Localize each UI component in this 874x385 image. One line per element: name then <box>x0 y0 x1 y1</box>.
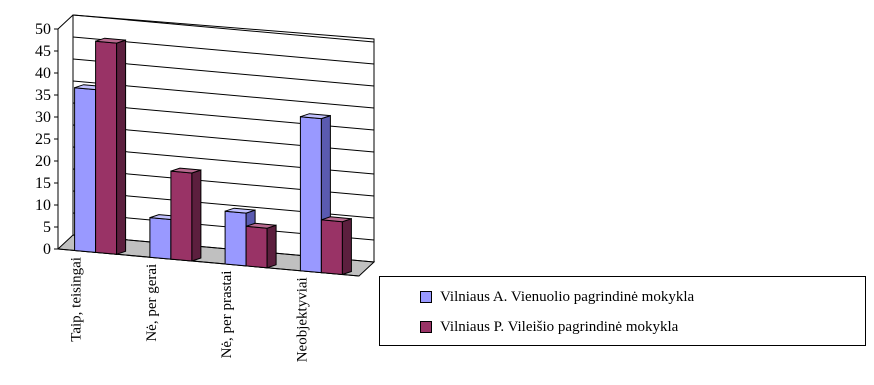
y-tick-label: 20 <box>35 153 51 170</box>
chart-back-wall <box>72 14 375 263</box>
y-tick-label: 40 <box>35 65 51 82</box>
bar-top <box>245 222 277 229</box>
legend-label-series-1: Vilniaus A. Vienuolio pagrindinė mokykla <box>440 288 695 305</box>
x-tick-label: Taip, teisingai <box>69 257 85 342</box>
y-tick-label: 5 <box>43 219 51 236</box>
legend-item-series-2: Vilniaus P. Vileišio pagrindinė mokykla <box>420 317 678 337</box>
legend: Vilniaus A. Vienuolio pagrindinė mokykla… <box>379 276 866 346</box>
gridline <box>72 14 375 43</box>
y-axis-depth-top <box>57 14 74 30</box>
bar-side <box>266 224 277 269</box>
bars <box>74 37 352 276</box>
bar-front <box>245 225 268 269</box>
bar-front <box>320 219 343 276</box>
bar-side <box>341 218 352 276</box>
x-axis-labels: Taip, teisingai Nė, per gerai Nė, per pras… <box>69 257 311 362</box>
bar-front <box>74 87 97 253</box>
legend-swatch-series-2 <box>420 321 432 333</box>
bar-front <box>149 217 172 260</box>
bar-front <box>170 170 193 262</box>
bar-top <box>170 167 202 174</box>
y-tick-label: 10 <box>35 197 51 214</box>
bar-side <box>116 39 127 255</box>
legend-item-series-1: Vilniaus A. Vienuolio pagrindinė mokykla <box>420 287 694 307</box>
bar-front <box>299 116 322 274</box>
y-tick-label: 35 <box>35 87 51 104</box>
y-tick-label: 25 <box>35 131 51 148</box>
y-tick-label: 0 <box>43 241 51 258</box>
y-tick-label: 15 <box>35 175 51 192</box>
bar-top <box>300 113 331 120</box>
bar-top <box>95 37 126 44</box>
bar-2-2 <box>170 167 202 262</box>
bar-2-3 <box>245 222 277 269</box>
x-tick-label: Nė, per prastai <box>219 271 235 359</box>
bar-top <box>224 207 256 214</box>
y-tick-label: 45 <box>35 43 51 60</box>
bar-2-4 <box>320 216 352 276</box>
bar-top <box>321 216 352 223</box>
x-tick-label: Nė, per gerai <box>144 264 160 342</box>
bar-front <box>224 210 247 267</box>
y-axis-ticks: 0 5 10 15 20 25 30 35 40 45 50 <box>35 21 58 258</box>
y-tick-label: 50 <box>35 21 51 38</box>
bar-front <box>95 40 118 255</box>
legend-swatch-series-1 <box>420 291 432 303</box>
bar-side <box>191 169 202 262</box>
bar-2-1 <box>95 37 127 255</box>
x-tick-label: Neobjektyviai <box>294 277 310 362</box>
legend-label-series-2: Vilniaus P. Vileišio pagrindinė mokykla <box>440 318 679 335</box>
y-tick-label: 30 <box>35 109 51 126</box>
